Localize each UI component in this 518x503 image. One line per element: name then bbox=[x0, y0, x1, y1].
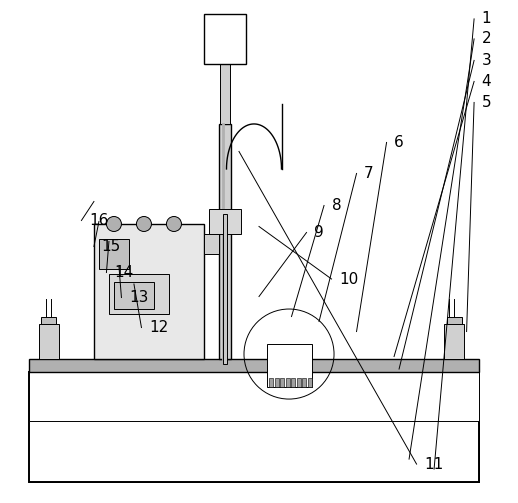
Bar bbox=[447, 316, 462, 324]
Bar bbox=[109, 274, 169, 314]
Bar bbox=[275, 378, 279, 387]
Text: 4: 4 bbox=[482, 74, 491, 89]
Text: 3: 3 bbox=[482, 53, 492, 68]
Text: 7: 7 bbox=[364, 166, 373, 181]
Text: 9: 9 bbox=[314, 225, 324, 240]
Text: 11: 11 bbox=[424, 457, 443, 472]
Bar bbox=[308, 378, 311, 387]
Bar bbox=[204, 234, 219, 254]
Bar bbox=[296, 378, 300, 387]
Bar bbox=[94, 224, 204, 359]
Bar bbox=[209, 209, 241, 234]
Bar bbox=[99, 239, 129, 269]
Circle shape bbox=[106, 216, 121, 231]
Text: 8: 8 bbox=[332, 198, 341, 213]
Text: 12: 12 bbox=[149, 320, 168, 335]
Text: 1: 1 bbox=[482, 12, 491, 26]
Bar bbox=[444, 324, 464, 359]
Bar bbox=[29, 372, 479, 481]
Bar bbox=[220, 64, 230, 124]
Circle shape bbox=[136, 216, 151, 231]
Bar bbox=[204, 14, 247, 64]
Text: 14: 14 bbox=[114, 265, 133, 280]
Text: 2: 2 bbox=[482, 31, 491, 46]
Bar bbox=[219, 124, 232, 359]
Bar bbox=[291, 378, 295, 387]
Bar bbox=[39, 324, 59, 359]
Text: 6: 6 bbox=[394, 135, 404, 150]
Bar bbox=[302, 378, 306, 387]
Text: 5: 5 bbox=[482, 95, 491, 110]
Text: 16: 16 bbox=[89, 213, 108, 228]
Bar bbox=[29, 421, 479, 481]
Bar bbox=[114, 282, 154, 309]
Bar bbox=[280, 378, 284, 387]
Bar bbox=[29, 359, 479, 372]
Bar bbox=[285, 378, 290, 387]
Bar bbox=[223, 214, 227, 364]
Circle shape bbox=[166, 216, 181, 231]
Text: 13: 13 bbox=[129, 290, 148, 305]
Bar bbox=[29, 372, 479, 421]
Bar bbox=[269, 378, 273, 387]
Bar bbox=[266, 344, 311, 387]
Text: 10: 10 bbox=[339, 272, 358, 287]
Text: 15: 15 bbox=[102, 239, 121, 254]
Bar bbox=[41, 316, 56, 324]
